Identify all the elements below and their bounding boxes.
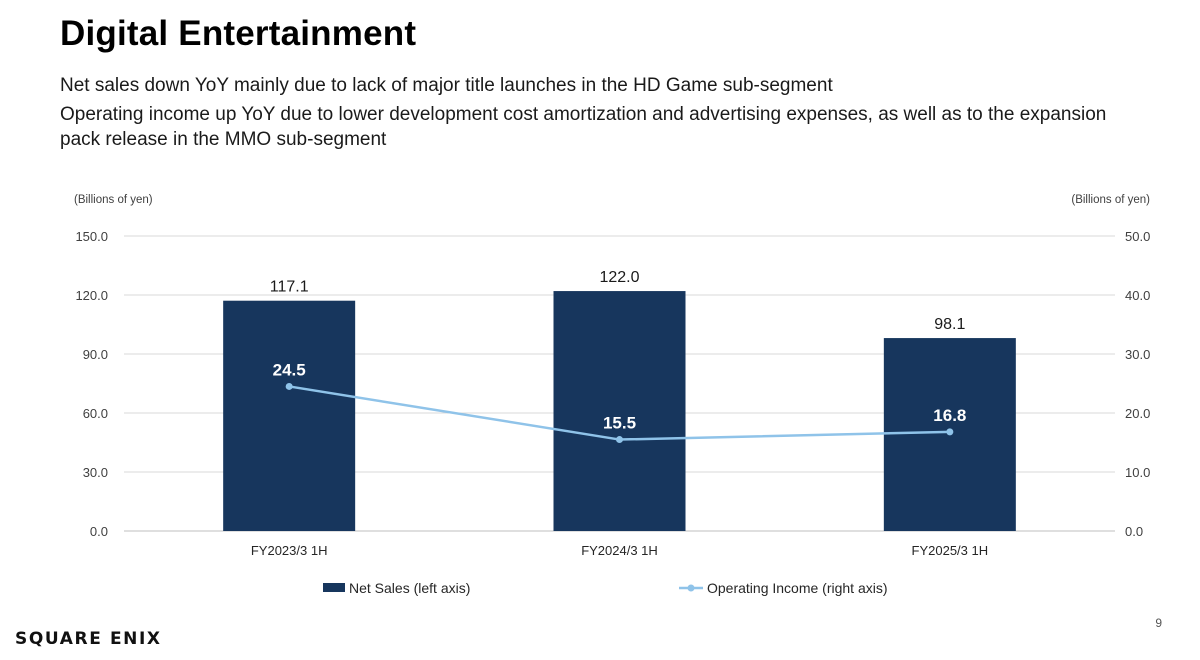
left-axis-tick: 60.0	[83, 406, 108, 421]
summary-net-sales: Net sales down YoY mainly due to lack of…	[60, 75, 833, 96]
right-axis-tick: 30.0	[1125, 347, 1150, 362]
line-value-label: 24.5	[273, 360, 306, 379]
summary-operating-income: Operating income up YoY due to lower dev…	[60, 104, 1107, 150]
line-point-operating-income	[946, 428, 954, 436]
bar-value-label: 122.0	[599, 269, 639, 286]
left-axis-tick: 90.0	[83, 347, 108, 362]
left-axis-tick: 120.0	[75, 288, 108, 303]
bar-net-sales	[553, 291, 686, 531]
legend-swatch-net-sales	[323, 583, 345, 592]
right-axis-unit: (Billions of yen)	[1071, 194, 1150, 206]
line-value-label: 16.8	[933, 406, 966, 425]
bar-net-sales	[223, 300, 356, 531]
right-axis-tick: 50.0	[1125, 229, 1150, 244]
page-title: Digital Entertainment	[60, 14, 417, 53]
x-axis-category: FY2024/3 1H	[581, 543, 658, 558]
legend-label-operating-income: Operating Income (right axis)	[707, 580, 888, 596]
legend-marker-operating-income	[687, 584, 695, 592]
x-axis-category: FY2023/3 1H	[251, 543, 328, 558]
bar-value-label: 98.1	[934, 316, 965, 333]
company-logo: SQUARE ENIX	[15, 629, 162, 649]
bar-value-label: 117.1	[270, 279, 309, 296]
left-axis-tick: 0.0	[90, 524, 108, 539]
left-axis-tick: 30.0	[83, 465, 108, 480]
legend-label-net-sales: Net Sales (left axis)	[349, 580, 470, 596]
left-axis-tick: 150.0	[75, 229, 108, 244]
x-axis-category: FY2025/3 1H	[912, 543, 989, 558]
left-axis-unit: (Billions of yen)	[74, 194, 153, 206]
line-point-operating-income	[616, 436, 623, 444]
right-axis-tick: 20.0	[1125, 406, 1150, 421]
line-point-operating-income	[285, 382, 293, 390]
right-axis-tick: 10.0	[1125, 465, 1150, 480]
right-axis-tick: 0.0	[1125, 524, 1143, 539]
page-number: 9	[1155, 616, 1162, 630]
right-axis-tick: 40.0	[1125, 288, 1150, 303]
line-value-label: 15.5	[603, 414, 636, 433]
